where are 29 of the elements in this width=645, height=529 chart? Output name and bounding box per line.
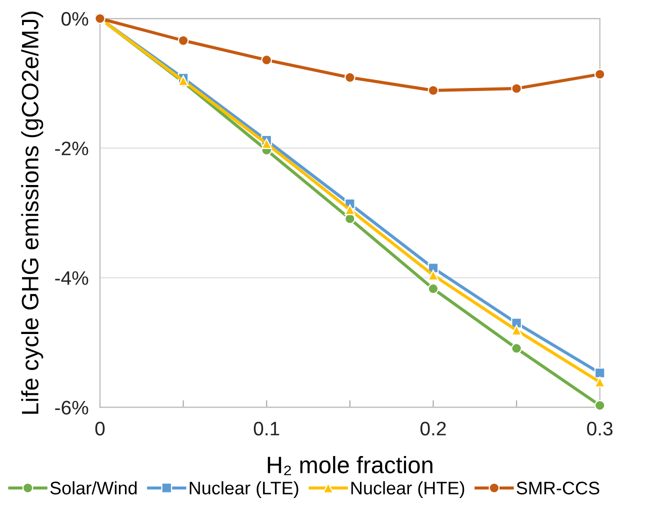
legend-label: Solar/Wind: [50, 481, 137, 494]
legend-label: Nuclear (LTE): [190, 481, 298, 498]
point: [428, 270, 439, 281]
legend-label: SMR-CCS: [516, 482, 600, 494]
y-axis-title: Life cycle GHG emissions (gCO2e/MJ): [21, 12, 44, 414]
x-axis-title: H₂ mole fraction: [268, 456, 432, 476]
point: [428, 85, 439, 96]
point: [344, 204, 356, 216]
x-tick-label: 0.3: [587, 422, 613, 436]
legend-label: Nuclear (HTE): [351, 481, 464, 498]
point: [261, 54, 272, 66]
x-tick-label: 0: [95, 422, 105, 436]
point: [178, 35, 189, 46]
y-tick-label: -2%: [55, 142, 88, 156]
x-tick-label: 0.1: [254, 422, 280, 436]
point: [594, 368, 606, 378]
x-tick-label: 0.2: [420, 422, 446, 436]
point: [428, 283, 439, 294]
y-tick-label: 0%: [62, 12, 88, 26]
point: [594, 68, 606, 80]
point: [594, 400, 606, 411]
point: [511, 342, 522, 354]
point: [344, 72, 356, 83]
point: [511, 83, 522, 94]
point: [261, 138, 272, 149]
y-tick-label: -6%: [55, 400, 88, 415]
point: [511, 324, 522, 336]
point: [594, 376, 606, 388]
y-tick-label: -4%: [55, 271, 88, 285]
